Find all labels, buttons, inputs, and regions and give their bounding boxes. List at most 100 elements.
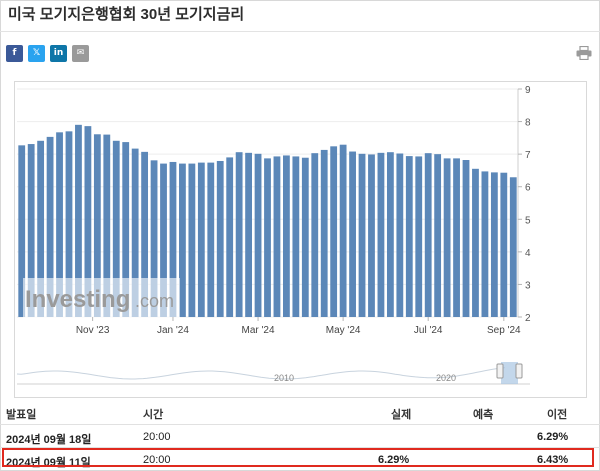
bar[interactable] [396,153,404,317]
bar[interactable] [349,151,356,317]
y-tick-label: 7 [525,150,531,161]
navigator-handle-right[interactable] [515,363,523,379]
bar[interactable] [434,154,442,317]
bar[interactable] [197,162,205,317]
bar[interactable] [301,157,309,317]
bar[interactable] [358,153,366,317]
y-tick-label: 3 [525,280,531,291]
y-tick-label: 4 [525,248,531,259]
bar[interactable] [131,148,139,317]
y-axis-ticks: 2 3 4 5 6 7 8 9 [518,85,531,324]
bar[interactable] [18,145,26,317]
bar[interactable] [405,156,413,317]
row-time: 20:00 [143,431,171,443]
navigator-handle-left[interactable] [496,363,504,379]
bar[interactable] [37,140,45,317]
bar[interactable] [368,154,375,317]
bar[interactable] [150,160,158,317]
bar[interactable] [500,172,508,317]
x-axis-ticks: Nov '23 Jan '24 Mar '24 May '24 Jul '24 Sep '… [76,317,521,336]
col-date-header[interactable]: 발표일 [6,409,37,421]
bar[interactable] [169,161,177,317]
header-divider [0,424,600,425]
email-icon[interactable]: ✉ [72,45,89,62]
page-title: 미국 모기지은행협회 30년 모기지금리 [8,6,245,23]
bar[interactable] [292,156,300,317]
table-header: 발표일 시간 실제 예측 이전 [0,402,600,422]
highlight-box [2,448,594,467]
bar[interactable] [490,172,498,317]
facebook-icon[interactable]: f [6,45,23,62]
y-tick-label: 5 [525,215,531,226]
bar-series [18,124,517,317]
bar[interactable] [415,156,423,317]
row-time: 20:00 [143,454,171,466]
bar[interactable] [443,158,451,317]
row-actual: 6.29% [378,454,410,466]
twitter-icon[interactable]: 𝕏 [28,45,45,62]
print-icon[interactable] [576,46,592,60]
bar[interactable] [273,156,281,317]
bar[interactable] [207,162,215,317]
bar[interactable] [75,124,82,317]
col-previous-header[interactable]: 이전 [547,409,568,421]
row-date: 2024년 09월 18일 [6,434,92,446]
linkedin-icon[interactable]: in [50,45,67,62]
bar[interactable] [188,163,196,317]
bar[interactable] [93,134,101,317]
bar[interactable] [339,144,347,317]
bar[interactable] [103,134,111,317]
col-actual-header[interactable]: 실제 [391,409,412,421]
watermark-suffix: .com [135,291,174,311]
bar[interactable] [235,152,243,317]
share-bar: f 𝕏 in ✉ [6,45,89,62]
x-tick-label: Jul '24 [414,325,443,336]
y-tick-label: 9 [525,85,531,96]
y-tick-label: 6 [525,183,531,194]
col-forecast-header[interactable]: 예측 [473,409,494,421]
bar[interactable] [330,146,338,317]
row-previous: 6.29% [537,431,569,443]
navigator-range[interactable] [501,362,518,384]
bar[interactable] [424,153,432,317]
bar[interactable] [179,163,186,317]
bar[interactable] [254,153,262,317]
row-previous: 6.43% [537,454,569,466]
bar[interactable] [27,144,35,317]
bar[interactable] [311,153,319,317]
bar[interactable] [283,155,290,317]
bar[interactable] [462,160,470,317]
bar[interactable] [509,177,517,317]
navigator-strip[interactable]: 2010 2020 [16,362,530,385]
bar[interactable] [141,151,149,317]
bar[interactable] [320,149,328,317]
bar[interactable] [453,158,460,317]
title-divider [0,31,600,32]
x-tick-label: Jan '24 [157,325,189,336]
bar[interactable] [264,158,271,317]
table-row: 2024년 09월 18일 20:00 6.29% [0,427,600,447]
bar[interactable] [122,142,130,317]
bar[interactable] [226,157,234,317]
col-time-header[interactable]: 시간 [143,409,164,421]
bar[interactable] [481,171,489,317]
bar[interactable] [377,152,385,317]
chart-container: Investing .com 2 3 4 5 6 7 8 9 Nov '23 Jan '24 Ma… [14,81,587,398]
bar[interactable] [386,152,394,317]
bar[interactable] [160,163,167,317]
x-tick-label: May '24 [326,325,361,336]
bar[interactable] [112,140,120,317]
watermark-brand: Investing [25,286,130,313]
y-tick-label: 2 [525,313,531,324]
bar[interactable] [65,131,73,317]
bar[interactable] [56,132,63,317]
bar[interactable] [84,126,92,317]
x-tick-label: Nov '23 [76,325,110,336]
investing-watermark: Investing .com [23,278,180,318]
bar[interactable] [245,152,252,317]
y-tick-label: 8 [525,118,531,129]
bar[interactable] [472,168,479,317]
bar[interactable] [46,136,54,317]
bar[interactable] [216,160,224,317]
mortgage-rate-chart[interactable]: Investing .com 2 3 4 5 6 7 8 9 Nov '23 Jan '24 Ma… [15,82,586,397]
